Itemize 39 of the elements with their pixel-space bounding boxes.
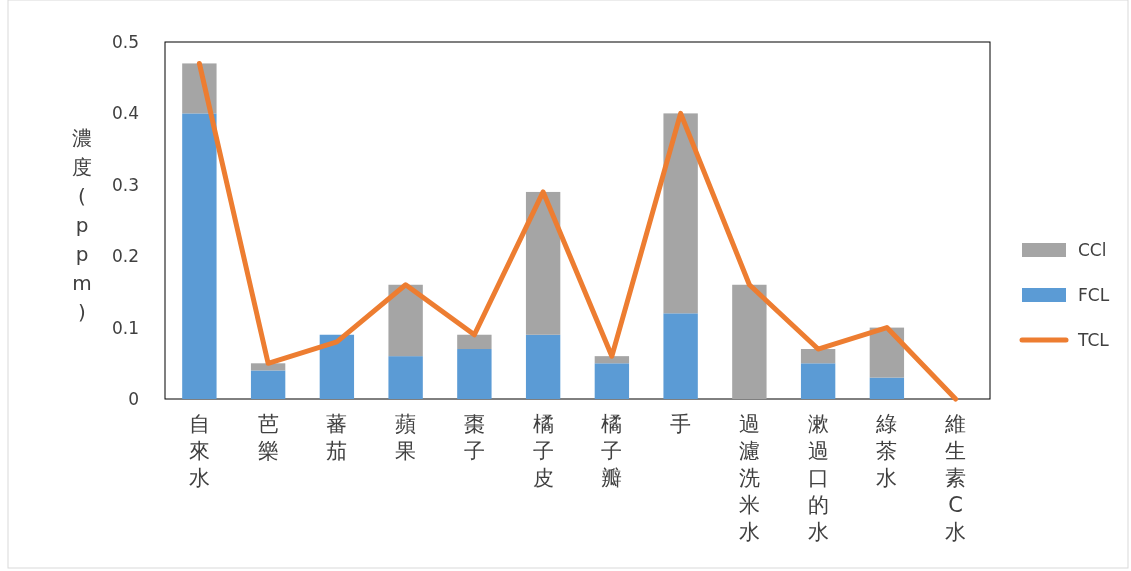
legend-label: CCl: [1078, 240, 1107, 260]
bar: [388, 284, 423, 357]
x-tick-label: 橘子皮: [532, 412, 554, 490]
x-tick-label: 棗子: [463, 412, 485, 463]
x-tick-label: 漱過口的水: [807, 412, 829, 544]
legend-label: TCL: [1077, 330, 1110, 350]
bar: [800, 349, 836, 364]
bar: [732, 284, 767, 399]
bar: [800, 363, 836, 399]
x-tick-label: 綠茶水: [875, 412, 898, 490]
x-tick-label: 蘋果: [395, 412, 417, 463]
x-tick-label: 自來水: [188, 412, 210, 490]
y-tick-label: 0.3: [111, 174, 139, 195]
y-axis-title: 濃度(ppm): [72, 126, 92, 324]
bar: [457, 334, 492, 350]
bar: [457, 349, 492, 399]
x-tick-label: 蕃茄: [326, 412, 348, 463]
bar: [663, 313, 698, 399]
bar: [319, 334, 355, 399]
bar: [250, 370, 286, 399]
bar: [525, 191, 561, 335]
x-tick-label: 橘子瓣: [601, 412, 623, 490]
bar: [594, 356, 630, 364]
bar: [594, 363, 630, 399]
legend-label: FCL: [1078, 285, 1110, 305]
y-tick-label: 0: [128, 389, 139, 409]
bar: [663, 113, 698, 314]
bar: [182, 113, 217, 399]
x-tick-label: 芭樂: [257, 412, 279, 463]
x-tick-label: 維生素C水: [944, 412, 967, 544]
y-tick-label: 0.5: [111, 32, 139, 52]
x-tick-label: 過濾洗米水: [738, 412, 760, 544]
y-tick-label: 0.4: [111, 103, 139, 124]
x-tick-label: 手: [670, 412, 692, 436]
y-tick-label: 0.2: [111, 246, 139, 267]
bar: [388, 356, 423, 399]
bar: [525, 334, 561, 399]
bar: [869, 377, 905, 399]
y-tick-label: 0.1: [111, 317, 139, 338]
